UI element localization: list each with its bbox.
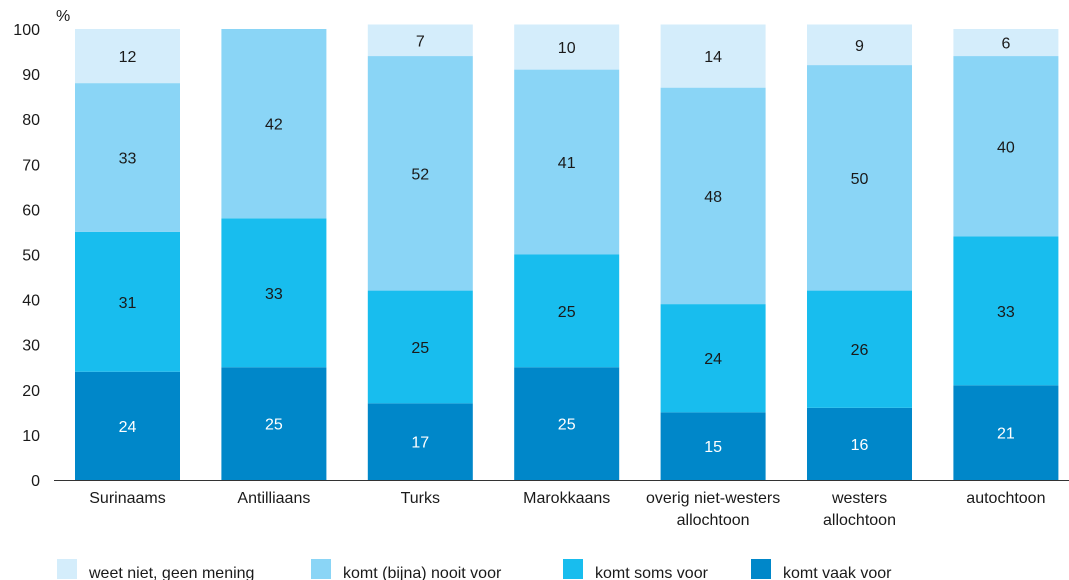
- x-axis-labels: Surinaams Antilliaans Turks Marokkaans overi…: [89, 490, 1045, 529]
- data-label: 9: [855, 38, 864, 55]
- bar-segment: [75, 231, 180, 372]
- data-label: 52: [411, 166, 429, 183]
- category-label: overig niet-westers: [646, 490, 780, 507]
- category-label: Antilliaans: [237, 490, 310, 507]
- category-label: allochtoon: [823, 512, 896, 529]
- bar-segment: [221, 367, 327, 480]
- data-label: 31: [119, 295, 137, 312]
- bar-segment: [953, 29, 1059, 57]
- data-label: 48: [704, 189, 722, 206]
- data-label: 42: [265, 117, 283, 134]
- bar-segment: [75, 371, 180, 480]
- data-label: 16: [851, 437, 869, 454]
- y-tick-label: 40: [22, 293, 40, 310]
- data-label: 17: [411, 435, 429, 452]
- category-label: allochtoon: [677, 512, 750, 529]
- data-label: 12: [119, 49, 137, 66]
- data-label: 26: [851, 342, 869, 359]
- legend-swatch: [751, 559, 771, 579]
- bar-segment: [367, 56, 473, 291]
- category-label: Turks: [401, 490, 440, 507]
- data-label: 7: [416, 33, 425, 50]
- category-label: westers: [831, 490, 887, 507]
- category-label: Marokkaans: [523, 490, 610, 507]
- bar-segment: [367, 403, 473, 480]
- legend-label: weet niet, geen mening: [88, 565, 254, 580]
- data-label: 40: [997, 139, 1015, 156]
- bar-segment: [953, 236, 1059, 386]
- y-tick-label: 80: [22, 112, 40, 129]
- y-axis: % 0 10 20 30 40 50 60 70 80 90 100: [13, 8, 1069, 490]
- data-label: 10: [558, 40, 576, 57]
- data-label: 24: [704, 351, 722, 368]
- bar-segment: [660, 412, 766, 480]
- bar-segment: [953, 385, 1059, 480]
- data-label: 33: [997, 304, 1015, 321]
- bar-segment: [75, 29, 180, 84]
- data-label: 24: [119, 419, 137, 436]
- bars: 24 31 33 12 25 33 42 17 25 52 7 25 25 41 10 15 24 48 14 16 2…: [75, 24, 1059, 480]
- data-label: 25: [411, 340, 429, 357]
- bar-segment: [367, 290, 473, 404]
- legend-label: komt (bijna) nooit voor: [343, 565, 502, 580]
- data-label: 6: [1001, 36, 1010, 53]
- bar-segment: [514, 367, 620, 480]
- category-label: Surinaams: [89, 490, 165, 507]
- bar-segment: [660, 304, 766, 413]
- data-label: 33: [265, 286, 283, 303]
- bar-segment: [514, 254, 620, 368]
- y-axis-label: %: [56, 8, 70, 25]
- legend: weet niet, geen mening komt (bijna) nooit…: [57, 559, 892, 580]
- bar-segment: [807, 407, 912, 480]
- y-tick-label: 50: [22, 248, 40, 265]
- y-tick-label: 20: [22, 383, 40, 400]
- data-label: 25: [558, 304, 576, 321]
- data-label: 41: [558, 155, 576, 172]
- data-label: 21: [997, 426, 1015, 443]
- data-label: 50: [851, 171, 869, 188]
- legend-swatch: [563, 559, 583, 579]
- y-tick-label: 60: [22, 202, 40, 219]
- bar-segment: [221, 218, 327, 368]
- bar-segment: [75, 83, 180, 232]
- bar-segment: [367, 24, 473, 57]
- legend-label: komt vaak voor: [783, 565, 892, 580]
- y-tick-label: 10: [22, 428, 40, 445]
- bar-segment: [221, 29, 327, 219]
- legend-label: komt soms voor: [595, 565, 709, 580]
- bar-segment: [514, 24, 620, 70]
- data-label: 33: [119, 151, 137, 168]
- legend-swatch: [311, 559, 331, 579]
- bar-segment: [953, 56, 1059, 237]
- bar-segment: [807, 290, 912, 408]
- data-label: 25: [558, 417, 576, 434]
- bar-segment: [660, 87, 766, 305]
- bar-segment: [514, 69, 620, 255]
- y-tick-label: 30: [22, 338, 40, 355]
- bar-segment: [807, 24, 912, 66]
- bar-segment: [807, 65, 912, 291]
- data-label: 25: [265, 417, 283, 434]
- y-tick-label: 100: [13, 22, 40, 39]
- y-tick-label: 70: [22, 157, 40, 174]
- bar-segment: [660, 24, 766, 88]
- y-tick-label: 90: [22, 67, 40, 84]
- data-label: 14: [704, 49, 722, 66]
- y-tick-label: 0: [31, 473, 40, 490]
- data-label: 15: [704, 439, 722, 456]
- legend-swatch: [57, 559, 77, 579]
- category-label: autochtoon: [966, 490, 1045, 507]
